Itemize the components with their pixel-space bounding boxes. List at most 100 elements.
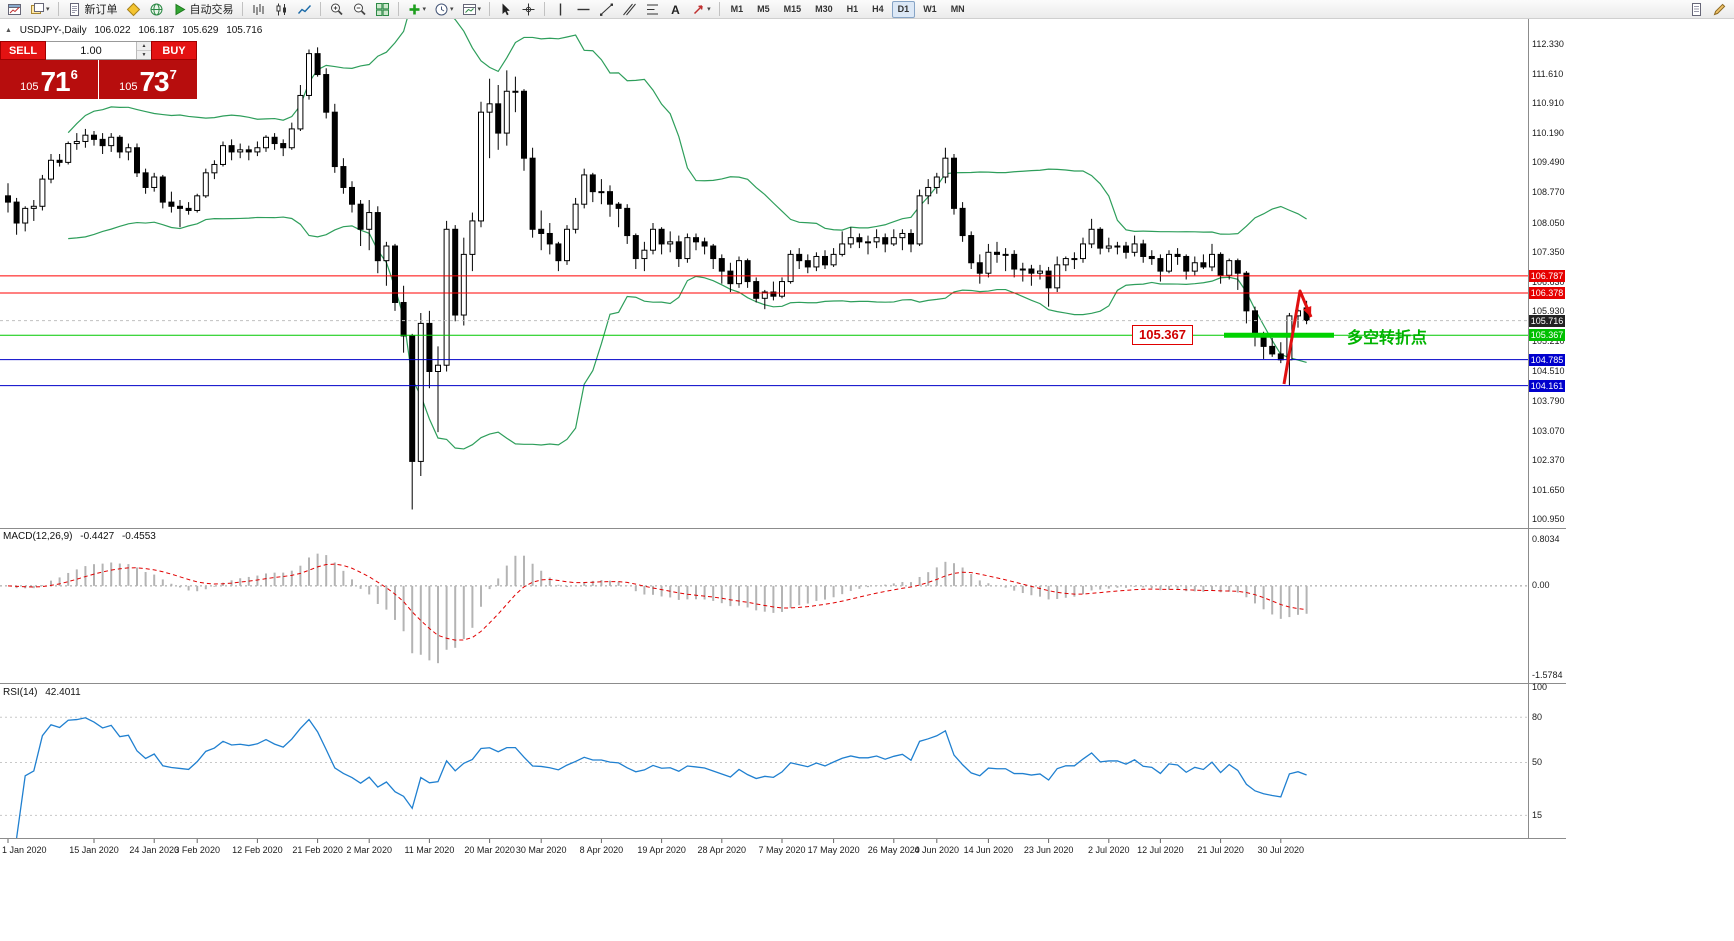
fibonacci-button[interactable] xyxy=(642,0,663,19)
buy-price-panel[interactable]: 105 73 7 xyxy=(99,60,197,99)
autotrading-label: 自动交易 xyxy=(189,4,234,16)
macd-value-main: -0.4427 xyxy=(80,531,115,542)
caret-down-icon: ▾ xyxy=(46,6,50,13)
open-value: 106.022 xyxy=(94,25,131,36)
quick-edit-icon xyxy=(1712,2,1727,17)
crosshair-icon xyxy=(521,2,536,17)
zoom-in-button[interactable] xyxy=(326,0,347,19)
tf-M1-label: M1 xyxy=(730,4,744,14)
chart-profiles-icon xyxy=(30,2,45,17)
macd-signal-line[interactable] xyxy=(7,563,1307,641)
metaeditor-icon xyxy=(126,2,141,17)
chart-bars-button[interactable] xyxy=(248,0,269,19)
sell-price-panel[interactable]: 105 71 6 xyxy=(0,60,98,99)
template-menu-icon xyxy=(462,2,477,17)
bollinger-upper-band[interactable] xyxy=(67,0,1307,235)
volume-spinner[interactable]: ▲ ▼ xyxy=(136,42,151,59)
toolbar-right xyxy=(1685,0,1731,18)
trendline-button[interactable] xyxy=(596,0,617,19)
chart-candles-icon xyxy=(274,2,289,17)
doc-panel-icon xyxy=(1689,2,1704,17)
cursor-button[interactable] xyxy=(495,0,516,19)
volume-down-button[interactable]: ▼ xyxy=(137,51,151,59)
buy-price-point: 7 xyxy=(169,67,177,82)
arrows-tool-button[interactable]: ▾ xyxy=(688,0,714,19)
quick-edit-button[interactable] xyxy=(1709,0,1730,19)
metaeditor-button[interactable] xyxy=(123,0,144,19)
tf-H1[interactable]: H1 xyxy=(841,0,865,19)
chart-profiles-button[interactable]: ▾ xyxy=(27,0,53,19)
toolbar-separator xyxy=(241,2,243,16)
macd-header: MACD(12,26,9) -0.4427 -0.4553 xyxy=(3,531,161,542)
tf-M15-label: M15 xyxy=(783,4,802,14)
high-value: 106.187 xyxy=(138,25,175,36)
new-chart-button[interactable] xyxy=(4,0,25,19)
symbol-period-label: USDJPY-,Daily xyxy=(19,25,87,36)
svg-text:A: A xyxy=(671,3,680,17)
candle-series[interactable] xyxy=(5,47,1310,510)
toolbar: ▾ 新订单 自动交易 ▾ ▾ ▾ A ▾ M1 M5 M15 M30 H1 H4 D1 W1 MN xyxy=(0,0,1734,19)
chart-candles-button[interactable] xyxy=(271,0,292,19)
macd-histogram[interactable] xyxy=(8,553,1308,664)
community-button[interactable] xyxy=(146,0,167,19)
caret-down-icon: ▾ xyxy=(422,6,427,13)
toolbar-separator xyxy=(319,2,321,16)
toolbar-left: ▾ 新订单 自动交易 ▾ ▾ ▾ A ▾ M1 M5 M15 M30 H1 H4 D1 W1 MN xyxy=(3,0,972,18)
caret-down-icon: ▾ xyxy=(707,6,711,13)
tf-D1[interactable]: D1 xyxy=(891,0,916,18)
toolbar-separator xyxy=(397,2,399,16)
vertical-line-icon xyxy=(553,2,568,17)
new-order-label: 新订单 xyxy=(84,4,118,16)
volume-up-button[interactable]: ▲ xyxy=(137,42,151,51)
symbol-marker-icon: ▲ xyxy=(5,27,12,34)
support-highlight-segment[interactable] xyxy=(1224,332,1334,338)
trend-arrow-head xyxy=(1302,306,1312,317)
text-tool-button[interactable]: A xyxy=(665,0,686,19)
new-order-button[interactable]: 新订单 xyxy=(64,0,121,19)
chart-line-icon xyxy=(297,2,312,17)
tf-M1[interactable]: M1 xyxy=(725,0,750,19)
cursor-icon xyxy=(498,2,513,17)
tf-H4[interactable]: H4 xyxy=(866,0,890,19)
sell-price-point: 6 xyxy=(70,67,78,82)
tile-windows-button[interactable] xyxy=(372,0,393,19)
tf-M5[interactable]: M5 xyxy=(751,0,776,19)
community-icon xyxy=(149,2,164,17)
new-indicator-button[interactable]: ▾ xyxy=(404,0,430,19)
crosshair-button[interactable] xyxy=(518,0,539,19)
price-callout-label[interactable]: 105.367 xyxy=(1132,325,1193,345)
chart-line-button[interactable] xyxy=(294,0,315,19)
macd-value-signal: -0.4553 xyxy=(121,531,156,542)
autotrading-button[interactable]: 自动交易 xyxy=(169,0,237,19)
arrows-tool-icon xyxy=(691,2,706,17)
buy-button[interactable]: BUY xyxy=(151,41,197,60)
toolbar-separator xyxy=(489,2,491,16)
annotation-note[interactable]: 多空转折点 xyxy=(1347,330,1428,347)
one-click-trading-widget: SELL 1.00 ▲ ▼ BUY 105 71 6 105 73 7 xyxy=(0,41,197,99)
horizontal-line-button[interactable] xyxy=(573,0,594,19)
volume-value[interactable]: 1.00 xyxy=(80,44,102,57)
toolbar-separator xyxy=(718,2,720,16)
doc-panel-button[interactable] xyxy=(1686,0,1707,19)
tf-M30[interactable]: M30 xyxy=(809,0,839,19)
trade-widget-top-row: SELL 1.00 ▲ ▼ BUY xyxy=(0,41,197,60)
tf-W1[interactable]: W1 xyxy=(917,0,943,19)
vertical-line-button[interactable] xyxy=(550,0,571,19)
period-menu-button[interactable]: ▾ xyxy=(431,0,457,19)
sell-button[interactable]: SELL xyxy=(0,41,46,60)
zoom-out-button[interactable] xyxy=(349,0,370,19)
bollinger-lower-band[interactable] xyxy=(68,216,1307,450)
tf-MN[interactable]: MN xyxy=(945,0,971,19)
rsi-line[interactable] xyxy=(15,717,1307,839)
tf-M5-label: M5 xyxy=(757,4,770,14)
template-menu-button[interactable]: ▾ xyxy=(459,0,485,19)
caret-down-icon: ▾ xyxy=(450,6,454,13)
sell-price-base: 105 xyxy=(20,81,39,93)
tf-M15[interactable]: M15 xyxy=(778,0,808,19)
equidistant-channel-button[interactable] xyxy=(619,0,640,19)
new-indicator-icon xyxy=(407,2,422,17)
horizontal-line-icon xyxy=(576,2,591,17)
volume-field[interactable]: 1.00 ▲ ▼ xyxy=(46,41,151,60)
